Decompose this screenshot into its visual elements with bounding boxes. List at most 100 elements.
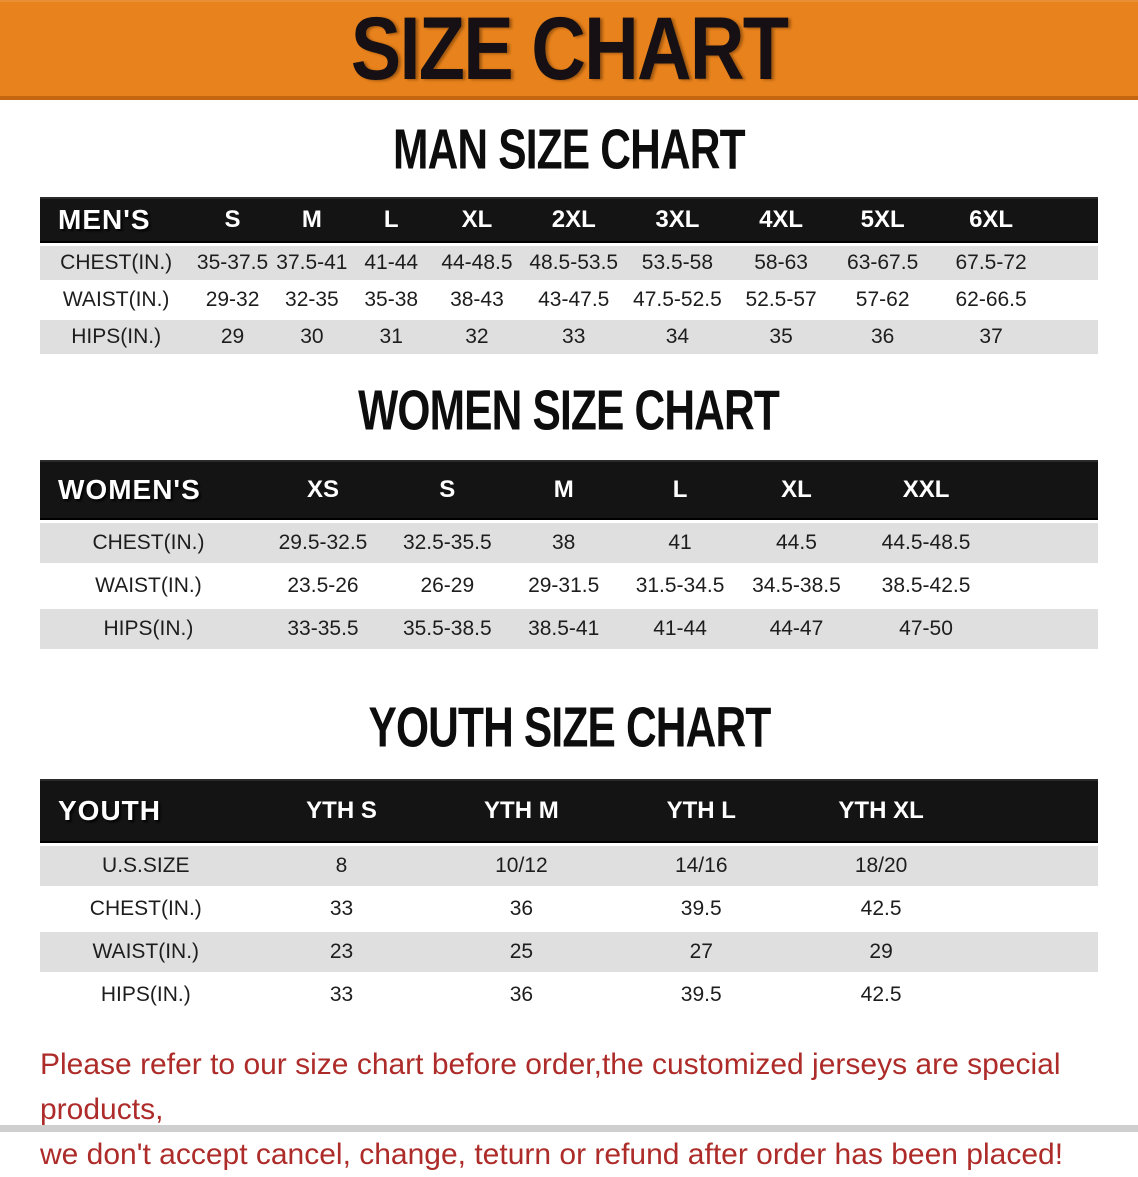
women-waist-row: WAIST(IN.) 23.5-26 26-29 29-31.5 31.5-34… xyxy=(40,566,1098,606)
women-heading-text: WOMEN SIZE CHART xyxy=(358,378,781,442)
size-cell: 36 xyxy=(870,325,895,348)
spacer-cell xyxy=(1049,197,1098,243)
row-label: WAIST(IN.) xyxy=(62,288,170,311)
size-cell: 33 xyxy=(329,983,354,1006)
spacer-cell xyxy=(971,889,1098,929)
men-col-header: 6XL xyxy=(932,197,1050,243)
men-col-header: S xyxy=(192,197,273,243)
size-cell: 44-48.5 xyxy=(441,251,513,274)
women-col-header: XL xyxy=(738,460,855,520)
youth-heading-text: YOUTH SIZE CHART xyxy=(368,695,771,759)
size-cell: 31.5-34.5 xyxy=(635,574,725,597)
spacer-cell xyxy=(971,846,1098,886)
youth-chest-row: CHEST(IN.) 33 36 39.5 42.5 xyxy=(40,889,1098,929)
bottom-edge-strip xyxy=(0,1125,1138,1132)
size-chart-banner: SIZE CHART xyxy=(0,0,1138,100)
men-hips-row: HIPS(IN.) 29 30 31 32 33 34 35 36 37 xyxy=(40,320,1098,354)
disclaimer-text: Please refer to our size chart before or… xyxy=(0,1042,1138,1177)
size-cell: 25 xyxy=(509,940,534,963)
size-cell: 27 xyxy=(689,940,713,963)
women-col-header: XXL xyxy=(854,460,998,520)
spacer-cell xyxy=(971,779,1098,843)
size-cell: 39.5 xyxy=(680,897,722,920)
size-cell: 32 xyxy=(465,325,489,348)
size-cell: 38-43 xyxy=(450,288,504,311)
youth-ussize-row: U.S.SIZE 8 10/12 14/16 18/20 xyxy=(40,846,1098,886)
size-cell: 36 xyxy=(509,983,534,1006)
row-label: HIPS(IN.) xyxy=(103,617,194,640)
women-size-table: WOMEN'S XS S M L XL XXL CHEST(IN.) 29.5-… xyxy=(40,457,1098,652)
women-corner-label: WOMEN'S xyxy=(40,460,257,520)
spacer-cell xyxy=(1049,246,1098,280)
size-cell: 35-38 xyxy=(364,288,419,311)
size-cell: 38 xyxy=(552,531,576,554)
size-cell: 44-47 xyxy=(769,617,824,640)
size-cell: 53.5-58 xyxy=(641,251,714,274)
women-header-row: WOMEN'S XS S M L XL XXL xyxy=(40,460,1098,520)
row-label: WAIST(IN.) xyxy=(92,940,200,963)
size-cell: 32.5-35.5 xyxy=(402,531,492,554)
row-label: U.S.SIZE xyxy=(102,854,190,877)
youth-hips-row: HIPS(IN.) 33 36 39.5 42.5 xyxy=(40,975,1098,1015)
men-col-header: XL xyxy=(431,197,523,243)
women-section-heading: WOMEN SIZE CHART xyxy=(0,378,1138,442)
size-cell: 23 xyxy=(329,940,354,963)
size-cell: 42.5 xyxy=(860,897,902,920)
size-cell: 29-31.5 xyxy=(528,574,600,597)
spacer-cell xyxy=(971,932,1098,972)
women-col-header: XS xyxy=(256,460,390,520)
size-cell: 44.5-48.5 xyxy=(881,531,971,554)
women-hips-row: HIPS(IN.) 33-35.5 35.5-38.5 38.5-41 41-4… xyxy=(40,609,1098,649)
youth-waist-row: WAIST(IN.) 23 25 27 29 xyxy=(40,932,1098,972)
row-label: CHEST(IN.) xyxy=(60,251,173,274)
size-cell: 29-32 xyxy=(205,288,260,311)
size-cell: 10/12 xyxy=(495,854,548,877)
size-cell: 52.5-57 xyxy=(745,288,817,311)
men-size-table: MEN'S S M L XL 2XL 3XL 4XL 5XL 6XL CHEST… xyxy=(40,194,1098,357)
men-col-header: 2XL xyxy=(522,197,626,243)
women-col-header: S xyxy=(389,460,506,520)
size-cell: 33-35.5 xyxy=(287,617,359,640)
size-cell: 67.5-72 xyxy=(955,251,1027,274)
row-label: CHEST(IN.) xyxy=(92,531,205,554)
size-cell: 35 xyxy=(769,325,793,348)
size-cell: 47-50 xyxy=(899,617,953,640)
size-cell: 33 xyxy=(562,325,586,348)
size-cell: 44.5 xyxy=(776,531,817,554)
spacer-cell xyxy=(1049,320,1098,354)
youth-col-header: YTH XL xyxy=(791,779,972,843)
row-label: HIPS(IN.) xyxy=(100,983,191,1006)
youth-col-header: YTH M xyxy=(431,779,612,843)
size-cell: 35.5-38.5 xyxy=(402,617,492,640)
men-chest-row: CHEST(IN.) 35-37.5 37.5-41 41-44 44-48.5… xyxy=(40,246,1098,280)
size-cell: 38.5-41 xyxy=(528,617,600,640)
size-cell: 36 xyxy=(509,897,534,920)
size-cell: 14/16 xyxy=(674,854,728,877)
size-cell: 63-67.5 xyxy=(847,251,919,274)
size-cell: 38.5-42.5 xyxy=(881,574,971,597)
size-cell: 29 xyxy=(220,325,245,348)
size-cell: 29.5-32.5 xyxy=(278,531,368,554)
size-cell: 8 xyxy=(335,854,348,877)
size-cell: 30 xyxy=(300,325,324,348)
spacer-cell xyxy=(997,566,1098,606)
size-cell: 34 xyxy=(665,325,690,348)
size-cell: 41-44 xyxy=(364,251,419,274)
row-label: HIPS(IN.) xyxy=(71,325,162,348)
size-cell: 47.5-52.5 xyxy=(633,288,722,311)
men-col-header: 4XL xyxy=(729,197,833,243)
youth-corner-label: YOUTH xyxy=(40,779,252,843)
size-cell: 23.5-26 xyxy=(287,574,359,597)
size-cell: 37.5-41 xyxy=(276,251,348,274)
youth-section-heading: YOUTH SIZE CHART xyxy=(0,695,1138,759)
spacer-cell xyxy=(971,975,1098,1015)
spacer-cell xyxy=(997,609,1098,649)
size-cell: 58-63 xyxy=(754,251,808,274)
women-col-header: M xyxy=(505,460,622,520)
men-col-header: L xyxy=(351,197,432,243)
size-cell: 33 xyxy=(329,897,354,920)
spacer-cell xyxy=(997,460,1098,520)
men-col-header: M xyxy=(272,197,352,243)
size-cell: 57-62 xyxy=(855,288,910,311)
size-cell: 39.5 xyxy=(680,983,722,1006)
